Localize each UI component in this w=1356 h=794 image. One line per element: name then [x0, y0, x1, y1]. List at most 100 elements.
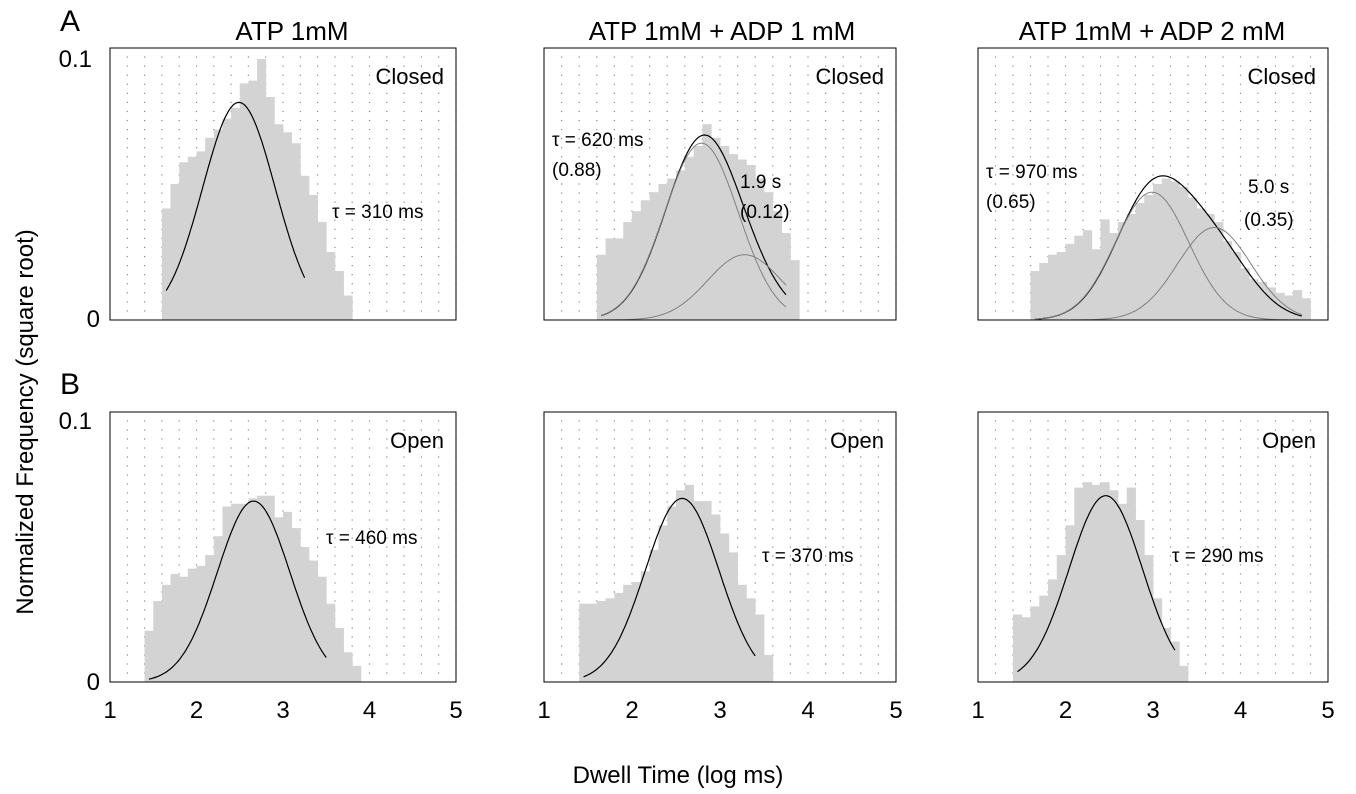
grid-dot [420, 555, 422, 557]
histogram-bar [640, 571, 650, 682]
grid-dot [1029, 74, 1032, 76]
grid-dot [701, 420, 703, 422]
grid-dot [772, 129, 774, 131]
grid-dot [1029, 246, 1032, 249]
grid-dot [1309, 465, 1312, 467]
grid-dot [386, 636, 388, 638]
grid-dot [1064, 129, 1067, 131]
grid-dot [1152, 438, 1154, 440]
grid-dot [1204, 92, 1207, 94]
grid-dot [144, 246, 146, 249]
grid-dot [789, 165, 791, 167]
grid-dot [144, 156, 146, 158]
grid-dot [842, 519, 844, 521]
grid-dot [386, 183, 388, 185]
histogram-bar [711, 137, 721, 320]
grid-dot [1257, 110, 1259, 113]
grid-dot [126, 483, 128, 485]
grid-dot [1029, 147, 1032, 149]
grid-dot [230, 83, 232, 85]
grid-dot [1187, 129, 1189, 131]
grid-dot [126, 528, 128, 530]
grid-dot [994, 591, 997, 593]
histogram-bar [605, 598, 615, 682]
grid-dot [1099, 119, 1102, 122]
grid-dot [825, 456, 827, 458]
grid-dot [561, 138, 563, 140]
grid-dot [807, 65, 809, 67]
grid-dot [1274, 228, 1277, 230]
grid-dot [578, 301, 580, 303]
grid-dot [403, 265, 405, 267]
grid-dot [842, 119, 844, 122]
grid-dot [317, 537, 319, 539]
grid-dot [789, 501, 791, 503]
grid-dot [195, 483, 198, 485]
fit-component-curve [601, 254, 787, 321]
grid-dot [178, 110, 180, 113]
grid-dot [1274, 283, 1277, 285]
histogram-bar [326, 603, 336, 682]
grid-dot [1274, 672, 1277, 674]
grid-dot [1134, 447, 1137, 449]
grid-dot [438, 110, 440, 113]
x-tick-label: 5 [889, 697, 902, 724]
grid-dot [860, 301, 862, 303]
grid-dot [877, 129, 879, 131]
grid-dot [1222, 636, 1224, 638]
grid-dot [1169, 101, 1172, 103]
grid-dot [1292, 546, 1294, 548]
grid-dot [1029, 456, 1032, 458]
grid-dot [334, 138, 336, 140]
grid-dot [1222, 510, 1224, 512]
grid-dot [420, 636, 422, 638]
grid-dot [1204, 83, 1207, 85]
grid-dot [877, 219, 879, 221]
grid-dot [438, 246, 440, 249]
grid-dot [161, 546, 163, 548]
grid-dot [1204, 147, 1207, 149]
histogram-bar [1083, 482, 1093, 682]
grid-dot [1309, 74, 1312, 76]
grid-dot [368, 591, 371, 593]
grid-dot [1257, 420, 1259, 422]
grid-dot [631, 447, 633, 449]
grid-dot [719, 447, 721, 449]
grid-dot [144, 210, 146, 212]
grid-dot [807, 465, 809, 467]
grid-dot [994, 492, 997, 494]
grid-dot [368, 582, 371, 584]
grid-dot [825, 519, 827, 521]
grid-dot [368, 74, 371, 76]
grid-dot [420, 192, 422, 194]
grid-dot [842, 627, 844, 629]
grid-dot [578, 183, 580, 185]
grid-dot [1012, 447, 1014, 449]
grid-dot [842, 474, 844, 476]
grid-dot [578, 510, 580, 512]
grid-dot [438, 147, 440, 149]
grid-dot [807, 265, 809, 267]
grid-dot [825, 237, 827, 239]
grid-dot [403, 301, 405, 303]
grid-dot [561, 672, 563, 674]
grid-dot [1187, 474, 1189, 476]
grid-dot [1222, 672, 1224, 674]
grid-dot [1187, 636, 1189, 638]
grid-dot [825, 228, 827, 230]
grid-dot [438, 483, 440, 485]
grid-dot [351, 600, 353, 602]
grid-dot [213, 528, 215, 530]
grid-dot [403, 274, 405, 276]
grid-dot [1029, 501, 1032, 503]
grid-dot [1274, 456, 1277, 458]
grid-dot [368, 600, 371, 602]
grid-dot [1152, 537, 1154, 539]
grid-dot [195, 147, 198, 149]
grid-dot [1169, 501, 1172, 503]
grid-dot [1204, 110, 1207, 113]
grid-dot [161, 438, 163, 440]
grid-dot [1309, 165, 1312, 167]
grid-dot [994, 582, 997, 584]
grid-dot [368, 129, 371, 131]
